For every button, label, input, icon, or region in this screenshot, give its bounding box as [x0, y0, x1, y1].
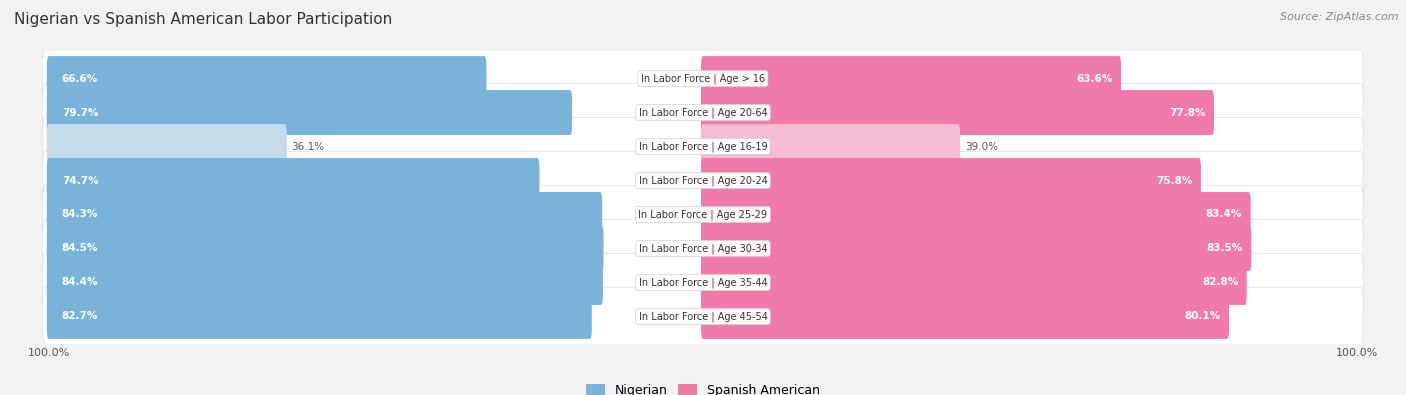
Text: 84.5%: 84.5%: [62, 243, 98, 254]
FancyBboxPatch shape: [46, 294, 592, 339]
FancyBboxPatch shape: [702, 158, 1201, 203]
Text: 82.8%: 82.8%: [1202, 277, 1239, 288]
FancyBboxPatch shape: [46, 158, 540, 203]
Text: 39.0%: 39.0%: [965, 141, 998, 152]
FancyBboxPatch shape: [46, 90, 572, 135]
Text: 79.7%: 79.7%: [62, 107, 98, 118]
Text: 75.8%: 75.8%: [1156, 175, 1192, 186]
FancyBboxPatch shape: [702, 56, 1121, 101]
FancyBboxPatch shape: [702, 124, 960, 169]
Text: 84.4%: 84.4%: [62, 277, 98, 288]
FancyBboxPatch shape: [702, 294, 1229, 339]
FancyBboxPatch shape: [46, 124, 287, 169]
Text: 84.3%: 84.3%: [62, 209, 98, 220]
Text: Source: ZipAtlas.com: Source: ZipAtlas.com: [1281, 12, 1399, 22]
FancyBboxPatch shape: [42, 185, 1364, 244]
Text: 83.5%: 83.5%: [1206, 243, 1243, 254]
FancyBboxPatch shape: [42, 253, 1364, 312]
Text: 83.4%: 83.4%: [1206, 209, 1241, 220]
FancyBboxPatch shape: [46, 56, 486, 101]
Text: 66.6%: 66.6%: [62, 73, 98, 83]
Legend: Nigerian, Spanish American: Nigerian, Spanish American: [581, 379, 825, 395]
Text: In Labor Force | Age 20-24: In Labor Force | Age 20-24: [638, 175, 768, 186]
Text: In Labor Force | Age 35-44: In Labor Force | Age 35-44: [638, 277, 768, 288]
Text: 74.7%: 74.7%: [62, 175, 98, 186]
Text: In Labor Force | Age 25-29: In Labor Force | Age 25-29: [638, 209, 768, 220]
Text: 80.1%: 80.1%: [1184, 312, 1220, 322]
Text: 63.6%: 63.6%: [1077, 73, 1112, 83]
Text: In Labor Force | Age > 16: In Labor Force | Age > 16: [641, 73, 765, 84]
Text: In Labor Force | Age 45-54: In Labor Force | Age 45-54: [638, 311, 768, 322]
FancyBboxPatch shape: [702, 260, 1247, 305]
FancyBboxPatch shape: [42, 219, 1364, 278]
Text: In Labor Force | Age 16-19: In Labor Force | Age 16-19: [638, 141, 768, 152]
FancyBboxPatch shape: [42, 151, 1364, 210]
FancyBboxPatch shape: [702, 192, 1250, 237]
FancyBboxPatch shape: [702, 226, 1251, 271]
FancyBboxPatch shape: [46, 226, 603, 271]
FancyBboxPatch shape: [42, 117, 1364, 176]
Text: 36.1%: 36.1%: [291, 141, 325, 152]
Text: 82.7%: 82.7%: [62, 312, 98, 322]
Text: 77.8%: 77.8%: [1168, 107, 1205, 118]
Text: In Labor Force | Age 30-34: In Labor Force | Age 30-34: [638, 243, 768, 254]
Text: In Labor Force | Age 20-64: In Labor Force | Age 20-64: [638, 107, 768, 118]
FancyBboxPatch shape: [42, 287, 1364, 346]
FancyBboxPatch shape: [46, 192, 602, 237]
FancyBboxPatch shape: [46, 260, 603, 305]
Text: Nigerian vs Spanish American Labor Participation: Nigerian vs Spanish American Labor Parti…: [14, 12, 392, 27]
FancyBboxPatch shape: [702, 90, 1213, 135]
FancyBboxPatch shape: [42, 49, 1364, 108]
FancyBboxPatch shape: [42, 83, 1364, 142]
